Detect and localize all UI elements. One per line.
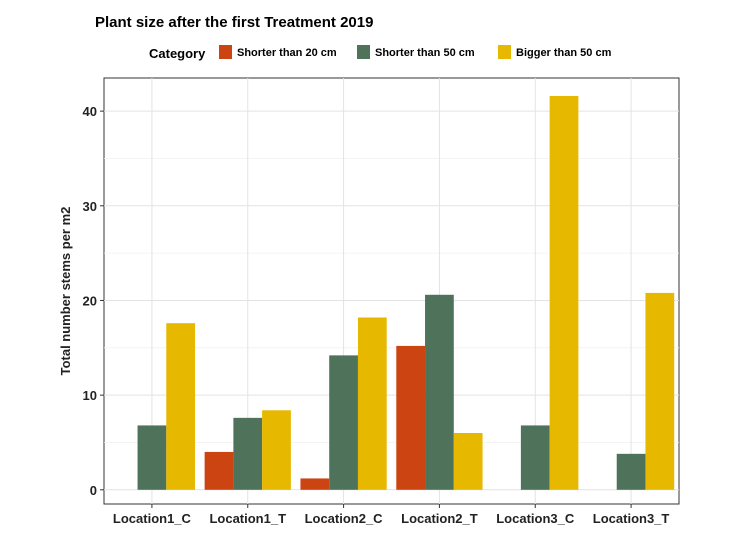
y-axis: 0 10 20 30 40	[83, 104, 104, 498]
legend-swatch	[219, 45, 232, 59]
bar	[300, 478, 330, 490]
chart-title: Plant size after the first Treatment 201…	[95, 14, 373, 31]
x-tick-label: Location3_C	[496, 511, 575, 526]
x-tick-label: Location1_T	[209, 511, 286, 526]
legend: Category Shorter than 20 cm Shorter than …	[149, 45, 612, 61]
bar	[166, 323, 196, 490]
bar	[616, 453, 646, 490]
bars	[137, 95, 675, 490]
legend-title: Category	[149, 46, 206, 61]
legend-label: Shorter than 20 cm	[237, 47, 337, 59]
bar	[396, 345, 426, 490]
legend-label: Bigger than 50 cm	[516, 47, 612, 59]
y-tick-label: 10	[83, 388, 97, 403]
legend-swatch	[498, 45, 511, 59]
y-axis-title: Total number stems per m2	[58, 207, 73, 376]
x-tick-label: Location1_C	[113, 511, 192, 526]
bar	[262, 410, 291, 490]
bar	[233, 417, 263, 490]
x-tick-label: Location2_C	[305, 511, 384, 526]
bar	[520, 425, 550, 490]
y-tick-label: 20	[83, 293, 97, 308]
bar	[137, 425, 167, 490]
legend-label: Shorter than 50 cm	[375, 47, 475, 59]
x-axis: Location1_C Location1_T Location2_C Locatio…	[113, 504, 670, 526]
bar	[549, 95, 579, 490]
y-tick-label: 40	[83, 104, 97, 119]
y-tick-label: 30	[83, 199, 97, 214]
bar	[645, 292, 675, 490]
x-tick-label: Location3_T	[593, 511, 670, 526]
plot-panel	[103, 77, 680, 505]
bar	[425, 294, 454, 490]
bar	[357, 317, 387, 490]
x-tick-label: Location2_T	[401, 511, 478, 526]
y-tick-label: 0	[90, 483, 97, 498]
legend-swatch	[357, 45, 370, 59]
bar	[204, 451, 234, 490]
bar	[329, 355, 358, 490]
bar	[453, 433, 483, 490]
